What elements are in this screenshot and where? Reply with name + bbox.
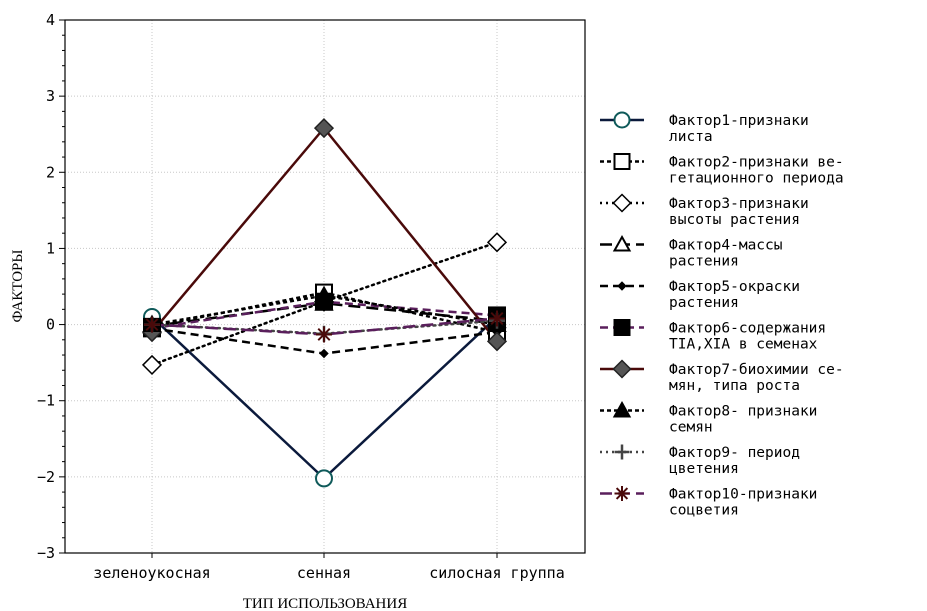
- legend-label: Фактор8- признаки: [669, 404, 817, 420]
- legend-label: семян: [669, 420, 713, 436]
- plot-area-frame: [64, 19, 586, 554]
- series-marker-diamond-filled: [486, 331, 508, 352]
- series-marker-diamond-open: [612, 193, 632, 213]
- x-category-label: зеленоукосная: [93, 564, 210, 582]
- series-marker-square-filled: [613, 319, 631, 336]
- y-tick-label: 0: [46, 316, 55, 334]
- legend-label: Фактор7-биохимии се-: [669, 362, 844, 378]
- series-marker-diamond-filled: [612, 359, 632, 379]
- y-tick-label: 3: [46, 87, 55, 105]
- legend-label: цветения: [669, 461, 739, 477]
- series-marker-asterisk: [316, 326, 332, 343]
- legend-label: Фактор6-содержания: [669, 321, 826, 337]
- legend-label: Фактор4-массы: [669, 238, 783, 254]
- axis-ticks: −3 −2 −1 0 1 2 3 4 зеленоукосная сенная силосная г…: [37, 11, 565, 582]
- series-marker-plus: [614, 444, 630, 460]
- series-marker-dot-filled: [617, 281, 627, 291]
- series-marker-diamond-open: [141, 354, 163, 375]
- series-marker-asterisk: [489, 310, 505, 327]
- series-marker-triangle-filled: [314, 285, 334, 304]
- legend-label: Фактор2-признаки ве-: [669, 155, 844, 171]
- series-marker-circle-open: [315, 469, 333, 488]
- series-marker-triangle-open: [612, 234, 632, 252]
- legend-label: Фактор3-признаки: [669, 196, 809, 212]
- grid-lines: [65, 20, 585, 553]
- legend-label: листа: [669, 129, 713, 145]
- legend-label: Фактор9- период: [669, 445, 800, 461]
- y-axis-title: ФАКТОРЫ: [10, 250, 26, 323]
- series-marker-dot-filled: [319, 348, 329, 359]
- y-tick-label: −1: [37, 392, 55, 410]
- legend-label: мян, типа роста: [669, 378, 800, 394]
- x-category-label: силосная группа: [429, 564, 564, 582]
- legend-item-2: Фактор2-признаки ве-гетационного периода: [600, 153, 844, 187]
- legend-label: Фактор5-окраски: [669, 279, 800, 295]
- series-marker-diamond-open: [486, 232, 508, 253]
- legend-label: растения: [669, 254, 739, 270]
- series-marker-circle-open: [613, 111, 631, 129]
- series-marker-asterisk: [614, 486, 630, 501]
- legend-label: Фактор10-признаки: [669, 487, 817, 503]
- series-marker-triangle-filled: [612, 400, 632, 418]
- series-markers: [141, 118, 508, 488]
- y-tick-label: −2: [37, 468, 55, 486]
- series-marker-diamond-filled: [313, 118, 335, 139]
- series-line-8: [151, 294, 498, 326]
- legend-label: TIA,XIA в семенах: [669, 337, 818, 353]
- x-axis-title: ТИП ИСПОЛЬЗОВАНИЯ: [243, 596, 407, 611]
- legend-item-7: Фактор7-биохимии се-мян, типа роста: [600, 359, 844, 394]
- y-tick-label: 4: [46, 11, 55, 29]
- legend-label: растения: [669, 295, 739, 311]
- series-marker-asterisk: [144, 316, 160, 333]
- y-tick-label: −3: [37, 544, 55, 562]
- y-tick-label: 2: [46, 163, 55, 181]
- y-tick-label: 1: [46, 239, 55, 257]
- legend-label: гетационного периода: [669, 171, 844, 187]
- x-category-label: сенная: [297, 564, 351, 582]
- legend-label: высоты растения: [669, 212, 800, 228]
- legend-label: Фактор1-признаки: [669, 113, 809, 129]
- series-line-9: [150, 319, 499, 335]
- series-marker-square-open: [613, 153, 631, 170]
- legend-label: соцветия: [669, 503, 739, 519]
